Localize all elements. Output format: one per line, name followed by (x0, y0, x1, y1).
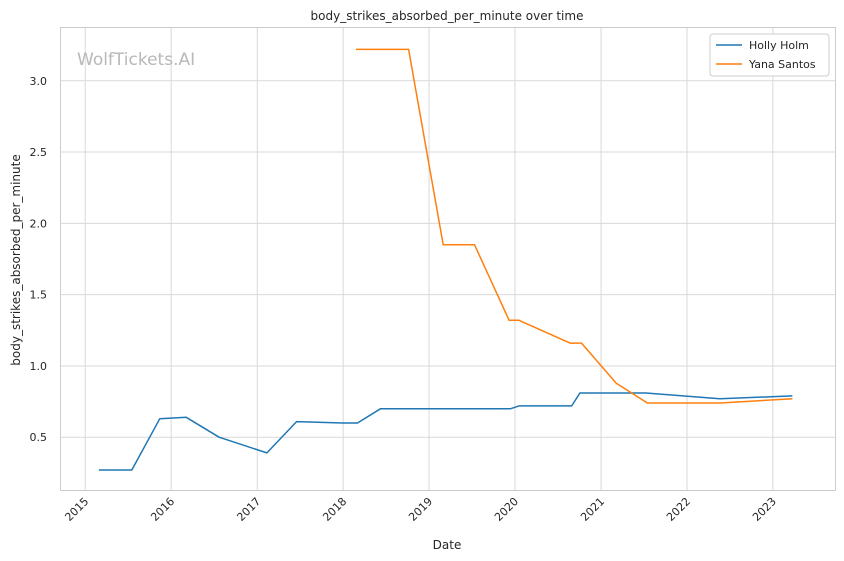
y-tick-label: 2.5 (30, 146, 48, 159)
y-tick-label: 0.5 (30, 431, 48, 444)
chart-title: body_strikes_absorbed_per_minute over ti… (311, 9, 584, 23)
grid (61, 28, 835, 490)
x-axis-title: Date (433, 538, 462, 552)
y-tick-label: 3.0 (30, 75, 48, 88)
series-line-yana-santos (355, 48, 793, 404)
y-axis-title: body_strikes_absorbed_per_minute (9, 154, 23, 365)
legend-label-yana-santos: Yana Santos (748, 58, 816, 71)
y-tick-label: 1.5 (30, 289, 48, 302)
legend-label-holly-holm: Holly Holm (749, 39, 809, 52)
watermark: WolfTickets.AI (77, 50, 195, 70)
series-layer (98, 48, 793, 471)
legend: Holly Holm Yana Santos (709, 33, 830, 77)
plot-area (60, 27, 836, 491)
y-tick-label: 2.0 (30, 217, 48, 230)
y-tick-label: 1.0 (30, 360, 48, 373)
series-line-holly-holm (98, 392, 793, 471)
